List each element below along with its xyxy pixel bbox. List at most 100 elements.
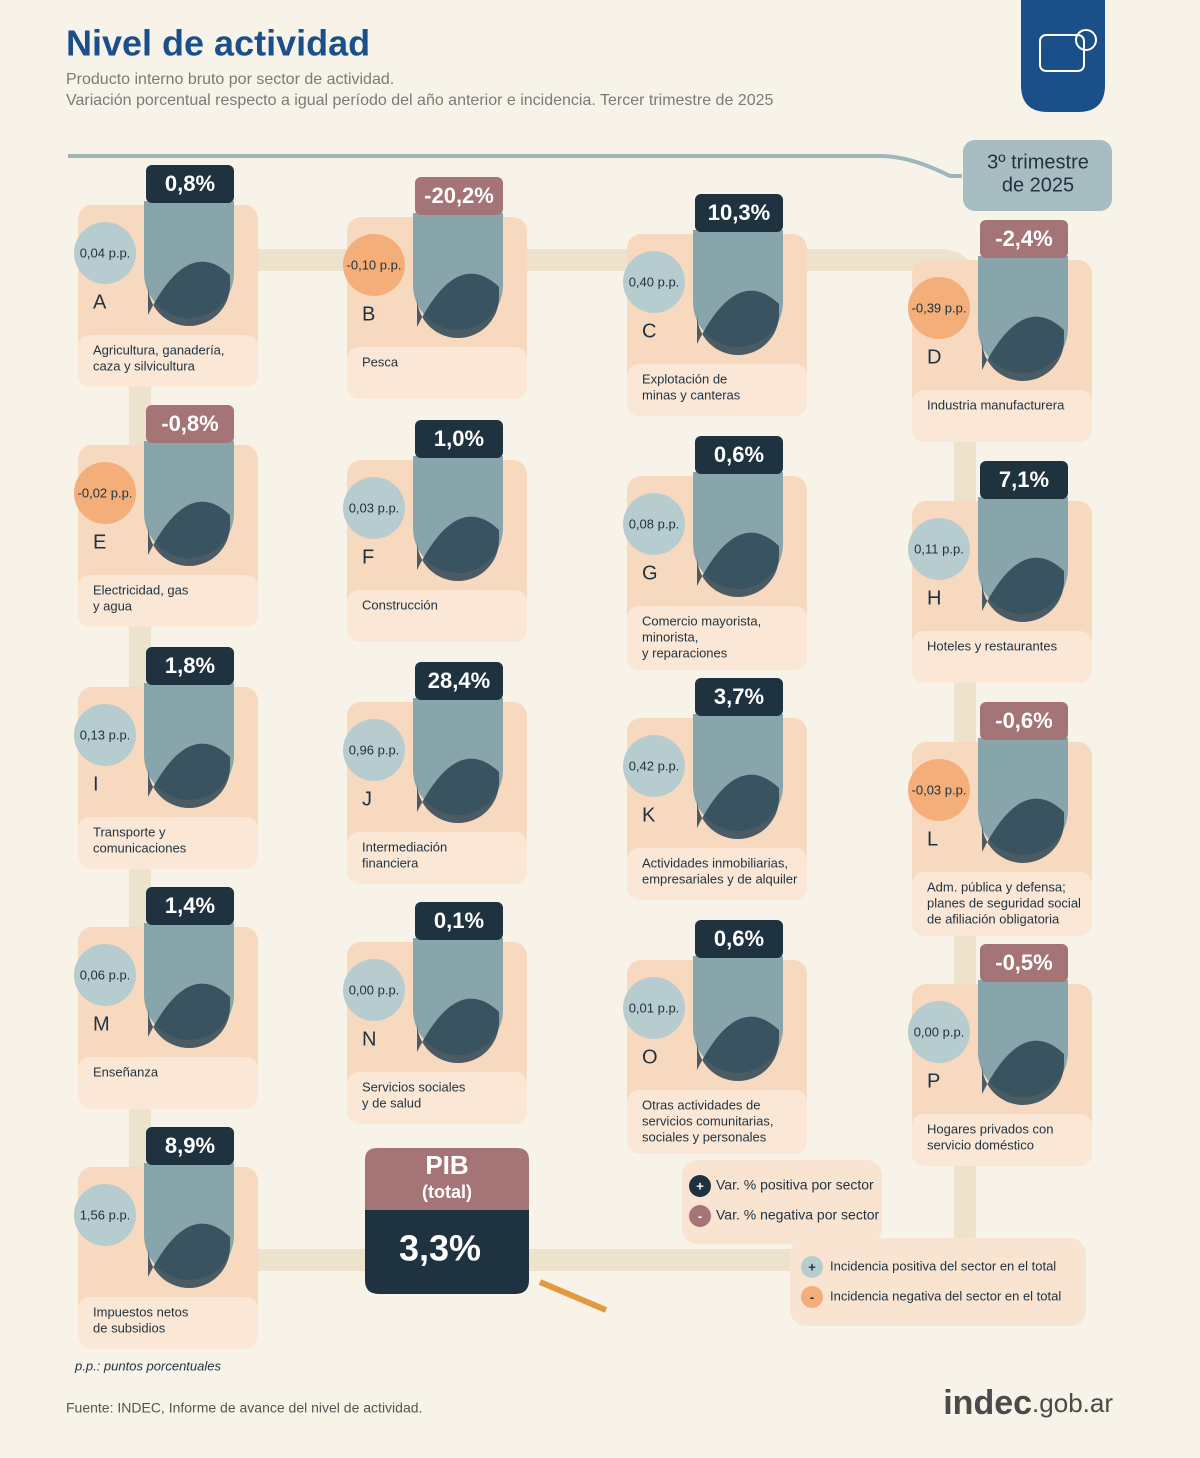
card-footer [347, 832, 527, 884]
logo-badge [1021, 0, 1105, 112]
variation: -2,4% [995, 226, 1052, 251]
legend-text: Incidencia positiva del sector en el tot… [830, 1258, 1056, 1273]
logo-icon [1039, 34, 1085, 72]
sector-card: -20,2% -0,10 p.p. B Pesca [343, 177, 527, 399]
incidence: 0,00 p.p. [349, 982, 400, 997]
sector-name: Hogares privados con [927, 1121, 1053, 1136]
incidence-circle [74, 462, 136, 524]
sector-name: planes de seguridad social [927, 895, 1081, 910]
icon-shape [417, 516, 499, 581]
icon-shape [982, 557, 1064, 622]
incidence-circle [623, 735, 685, 797]
variation: 7,1% [999, 467, 1049, 492]
letter: P [927, 1070, 940, 1092]
icon-shape [697, 532, 779, 597]
icon-shape [148, 1223, 230, 1288]
pencil [538, 1279, 608, 1313]
sector-name: Electricidad, gas [93, 582, 189, 597]
variation-badge [695, 194, 783, 232]
total-top [365, 1148, 529, 1210]
legend-symbol: - [810, 1289, 814, 1304]
variation-badge [146, 1127, 234, 1165]
letter: E [93, 531, 106, 553]
sector-card: 0,6% 0,01 p.p. O Otras actividades deservic… [623, 920, 807, 1154]
legend-marker [689, 1205, 711, 1227]
incidence-circle [74, 1184, 136, 1246]
sector-card: 7,1% 0,11 p.p. H Hoteles y restaurantes [908, 461, 1092, 683]
footnote: p.p.: puntos porcentuales [74, 1358, 221, 1373]
variation: 10,3% [708, 200, 770, 225]
legend-text: Incidencia negativa del sector en el tot… [830, 1288, 1061, 1303]
letter: H [927, 587, 941, 609]
title: Nivel de actividad [66, 23, 370, 64]
sector-card: -0,6% -0,03 p.p. L Adm. pública y defensa;p… [908, 702, 1092, 936]
variation-badge [146, 887, 234, 925]
icon-shape [148, 983, 230, 1048]
icon-shape [148, 743, 230, 808]
letter: D [927, 346, 941, 368]
incidence: 0,96 p.p. [349, 742, 400, 757]
variation: 1,0% [434, 426, 484, 451]
period: de 2025 [1002, 174, 1074, 196]
legend-marker [801, 1286, 823, 1308]
variation: -0,6% [995, 708, 1052, 733]
icon-shape [697, 1016, 779, 1081]
sector-name: minorista, [642, 629, 698, 644]
incidence-circle [623, 493, 685, 555]
incidence: 0,11 p.p. [914, 541, 964, 556]
sector-name: y agua [93, 598, 133, 613]
card-footer [78, 1057, 258, 1109]
total-label: PIB [425, 1150, 468, 1180]
sector-name: Impuestos netos [93, 1304, 189, 1319]
sector-name: empresariales y de alquiler [642, 871, 798, 886]
sector-name: de subsidios [93, 1320, 166, 1335]
legend-box [790, 1238, 1086, 1326]
logo-icon [1075, 29, 1097, 51]
letter: B [362, 303, 375, 325]
variation: 1,8% [165, 653, 215, 678]
legend-text: Var. % positiva por sector [716, 1177, 874, 1193]
card-footer [627, 848, 807, 900]
sector-name: sociales y personales [642, 1129, 767, 1144]
variation-badge [415, 177, 503, 215]
legend-marker [801, 1256, 823, 1278]
incidence: -0,10 p.p. [347, 257, 402, 272]
sector-name: minas y canteras [642, 387, 741, 402]
period-badge [963, 140, 1112, 211]
letter: N [362, 1028, 376, 1050]
incidence: 0,13 p.p. [80, 727, 131, 742]
logo-domain: .gob.ar [1032, 1388, 1113, 1418]
icon-shape [982, 798, 1064, 863]
sector-name: Construcción [362, 597, 438, 612]
sector-card: 1,4% 0,06 p.p. M Enseñanza [74, 887, 258, 1109]
variation-badge [146, 165, 234, 203]
sector-card: 1,0% 0,03 p.p. F Construcción [343, 420, 527, 642]
letter: C [642, 320, 656, 342]
logo-brand: indec [943, 1384, 1032, 1422]
icon-shape [417, 998, 499, 1063]
sector-name: Servicios sociales [362, 1079, 466, 1094]
letter: K [642, 804, 656, 826]
sector-card: 0,8% 0,04 p.p. A Agricultura, ganadería,caz… [74, 165, 258, 387]
subtitle: Producto interno bruto por sector de act… [66, 71, 394, 88]
card-footer [627, 606, 807, 670]
variation-badge [415, 662, 503, 700]
variation-badge [695, 436, 783, 474]
variation: 28,4% [428, 668, 490, 693]
incidence-circle [908, 1001, 970, 1063]
variation-badge [415, 420, 503, 458]
sector-name: Hoteles y restaurantes [927, 638, 1058, 653]
card-footer [78, 335, 258, 387]
incidence: 0,08 p.p. [629, 516, 680, 531]
total-value: 3,3% [399, 1228, 481, 1269]
card-footer [627, 1090, 807, 1154]
variation-badge [980, 461, 1068, 499]
variation-badge [146, 647, 234, 685]
sector-name: comunicaciones [93, 840, 187, 855]
card-footer [78, 575, 258, 627]
card-footer [912, 872, 1092, 936]
icon-shape [697, 774, 779, 839]
